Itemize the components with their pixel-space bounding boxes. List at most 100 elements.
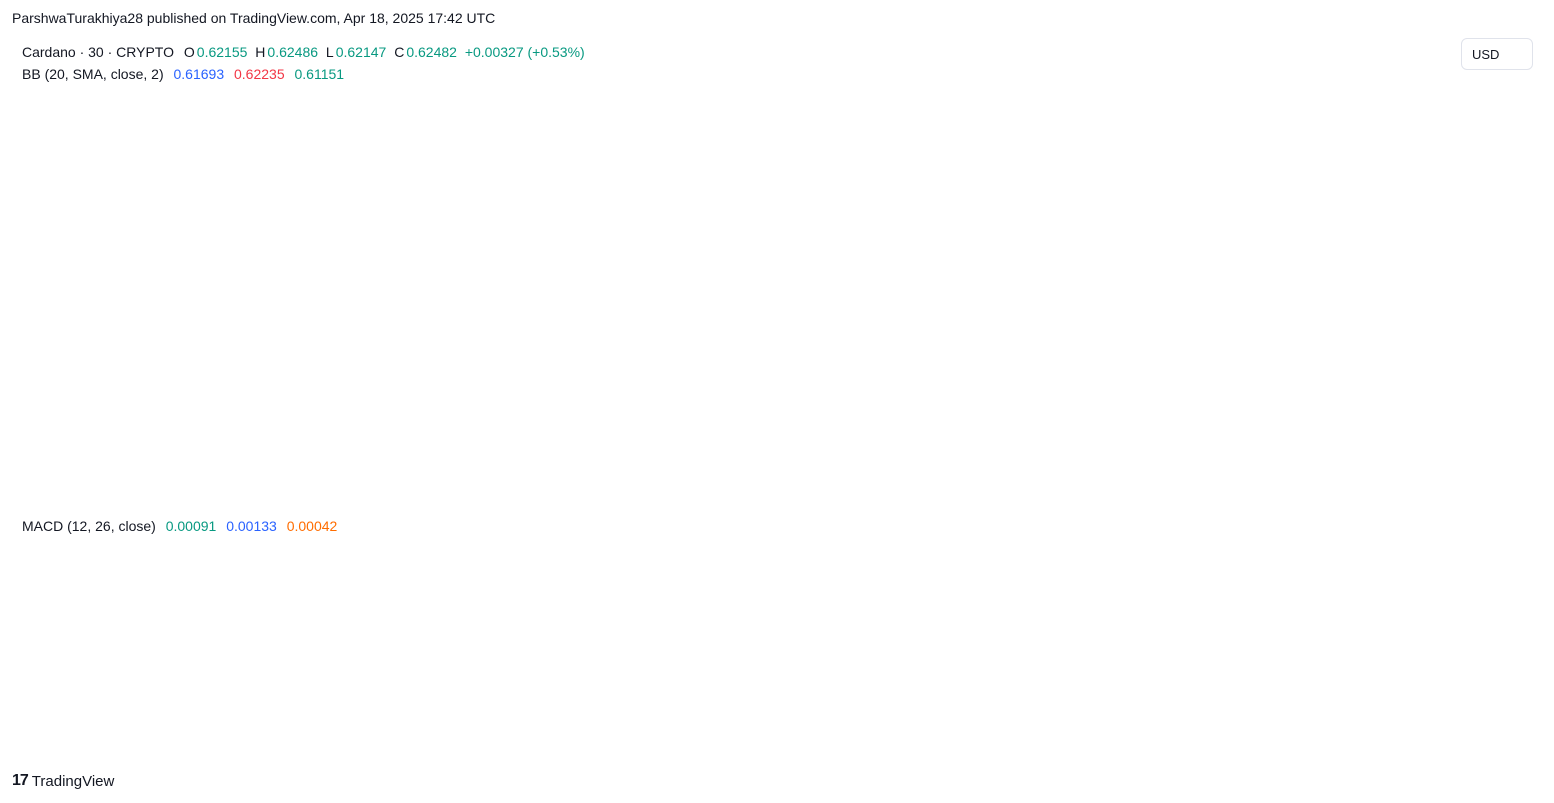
candle-body [675,334,678,336]
candle-body [1106,314,1110,327]
candle-body [746,339,749,341]
macd-histogram-bar [1003,584,1007,591]
candle-body [952,332,955,342]
macd-histogram-bar [370,590,373,612]
candle-body [825,344,829,358]
price-tick-label: 0.63000 [1466,244,1513,259]
macd-histogram-bar [556,582,559,591]
candle-body [469,348,472,353]
macd-histogram-bar [314,590,318,593]
macd-histogram-bar [706,580,710,591]
candle-body [1229,334,1232,343]
macd-label-text: 0.00133 [1466,541,1513,556]
candle-body [900,319,904,327]
macd-histogram-bar [457,590,460,600]
macd-histogram-bar [61,583,64,591]
macd-histogram-bar [821,570,825,591]
candle-body [536,364,539,378]
candle-body [203,214,207,232]
tradingview-footer[interactable]: 17 TradingView [12,772,114,790]
bb-legend[interactable]: BB (20, SMA, close, 2) 0.61693 0.62235 0… [22,66,346,82]
macd-histogram-bar [682,587,686,591]
candle-body [829,341,832,357]
candle-body [560,393,563,397]
candle-body [1217,340,1221,342]
macd-tick-label: 0.00400 [1466,559,1513,574]
candle-body [92,191,96,193]
macd-histogram-bar [793,569,797,591]
macd-histogram-bar [580,586,583,591]
macd-histogram-bar [1082,590,1086,592]
macd-histogram-bar [877,590,880,595]
candle-body [263,165,266,172]
macd-tick-label: 0.00000 [1466,584,1513,599]
symbol-label[interactable]: Cardano · 30 · CRYPTO [22,44,174,60]
macd-histogram-bar [330,590,334,597]
candle-body [1261,324,1264,340]
candle-body [710,391,714,398]
price-tick-label: 0.65000 [1466,122,1513,137]
currency-button[interactable]: USD [1461,38,1533,70]
macd-histogram-bar [1031,590,1034,596]
candle-body [1257,339,1260,347]
candle-body [754,333,757,341]
macd-histogram-bar [148,588,151,591]
candle-body [663,365,666,371]
candle-body [999,270,1003,272]
macd-histogram-bar [667,589,670,591]
candle-body [405,312,409,316]
macd-histogram-bar [1257,583,1260,591]
macd-legend[interactable]: MACD (12, 26, close) 0.00091 0.00133 0.0… [22,518,339,534]
time-tick-label: 12:00 [1214,735,1247,750]
macd-histogram-bar [405,590,409,610]
candle-body [37,161,40,165]
candle-body [948,321,951,332]
candle-body [421,331,425,335]
candle-body [1090,317,1094,322]
price-label-tag [1458,322,1526,342]
macd-histogram-bar [350,590,353,607]
candle-body [912,324,916,329]
macd-histogram-bar [924,590,927,596]
macd-histogram-bar [1055,590,1058,601]
macd-histogram-bar [944,588,947,591]
macd-histogram-bar [1185,590,1189,599]
candle-body [718,405,722,424]
macd-histogram-bar [920,590,924,596]
candle-body [647,382,650,390]
candle-body [128,217,132,224]
candle-body [1296,277,1300,298]
macd-line [14,553,1299,673]
candle-body [603,396,607,399]
candle-body [908,328,912,330]
macd-histogram-bar [758,590,761,593]
macd-histogram-bar [813,567,817,591]
candle-body [639,398,642,401]
price-label-text: 0.61151 [1466,358,1512,373]
macd-histogram-bar [17,590,21,593]
candle-body [991,287,995,291]
candle-body [774,336,777,347]
time-tick-label: 12:00 [32,735,65,750]
macd-histogram-bar [770,578,773,591]
low-label: L [325,44,334,60]
macd-histogram-bar [825,571,829,591]
macd-histogram-bar [627,590,631,592]
macd-histogram-bar [342,590,345,603]
candle-body [290,153,294,155]
macd-histogram-bar [916,590,920,596]
macd-histogram-bar [524,578,528,591]
candle-body [1078,322,1082,327]
candle-body [671,335,674,356]
macd-histogram-bar [781,568,785,591]
macd-histogram-bar [639,590,642,592]
candle-body [1280,309,1284,325]
tradingview-logo-icon: 17 [12,772,29,789]
macd-histogram-bar [560,583,563,591]
macd-histogram-bar [643,590,646,591]
bb-label: BB (20, SMA, close, 2) [22,66,164,82]
candle-body [544,367,547,373]
candle-body [968,336,971,338]
macd-histogram-bar [1273,582,1276,591]
